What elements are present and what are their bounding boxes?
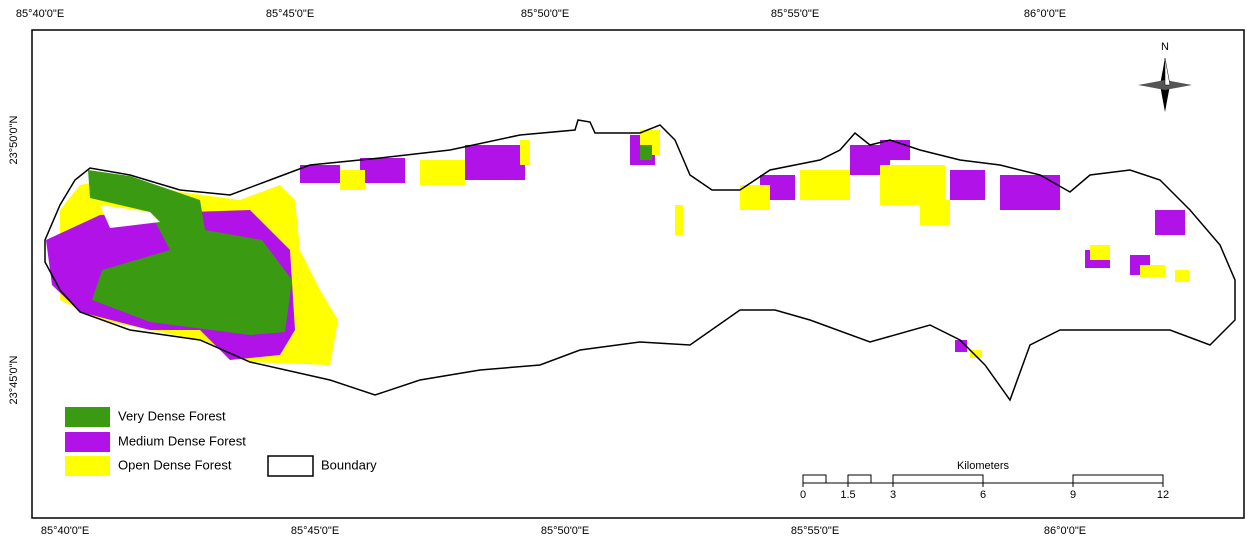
bottom-coord-label: 85°40'0"E xyxy=(41,525,89,537)
forest-layer xyxy=(46,130,1189,365)
scale-tick-label: 1.5 xyxy=(840,489,855,501)
legend-label: Boundary xyxy=(321,457,377,472)
very-dense-patches xyxy=(640,145,652,160)
left-coord-label: 23°45'0"N xyxy=(8,355,20,404)
legend-label: Medium Dense Forest xyxy=(118,433,246,448)
top-coord-label: 85°55'0"E xyxy=(771,8,819,20)
legend-swatch xyxy=(65,407,110,427)
legend-label: Open Dense Forest xyxy=(118,457,232,472)
scale-tick-label: 0 xyxy=(800,489,806,501)
top-coord-label: 85°40'0"E xyxy=(16,8,64,20)
scale-tick-label: 12 xyxy=(1157,489,1169,501)
bottom-coord-label: 85°45'0"E xyxy=(291,525,339,537)
boundary xyxy=(44,119,1236,402)
left-coord-label: 23°50'0"N xyxy=(8,115,20,164)
bottom-coord-label: 86°0'0"E xyxy=(1044,525,1086,537)
open-forest-patches xyxy=(340,130,1189,358)
bottom-coord-label: 85°55'0"E xyxy=(791,525,839,537)
clearing xyxy=(100,205,160,228)
north-arrow xyxy=(1138,57,1192,112)
legend-swatch xyxy=(65,456,110,476)
legend-swatch xyxy=(267,455,314,477)
legend-label: Very Dense Forest xyxy=(118,408,226,423)
top-coord-label: 86°0'0"E xyxy=(1024,8,1066,20)
very-dense-forest xyxy=(88,170,292,335)
top-coord-label: 85°50'0"E xyxy=(521,8,569,20)
legend-swatch xyxy=(65,432,110,452)
map-frame xyxy=(31,29,1245,519)
scale-title: Kilometers xyxy=(957,460,1009,472)
bottom-coord-label: 85°50'0"E xyxy=(541,525,589,537)
top-coord-label: 85°45'0"E xyxy=(266,8,314,20)
north-label: N xyxy=(1161,41,1169,53)
scale-tick-label: 3 xyxy=(890,489,896,501)
scale-tick-label: 6 xyxy=(980,489,986,501)
scale-tick-label: 9 xyxy=(1070,489,1076,501)
